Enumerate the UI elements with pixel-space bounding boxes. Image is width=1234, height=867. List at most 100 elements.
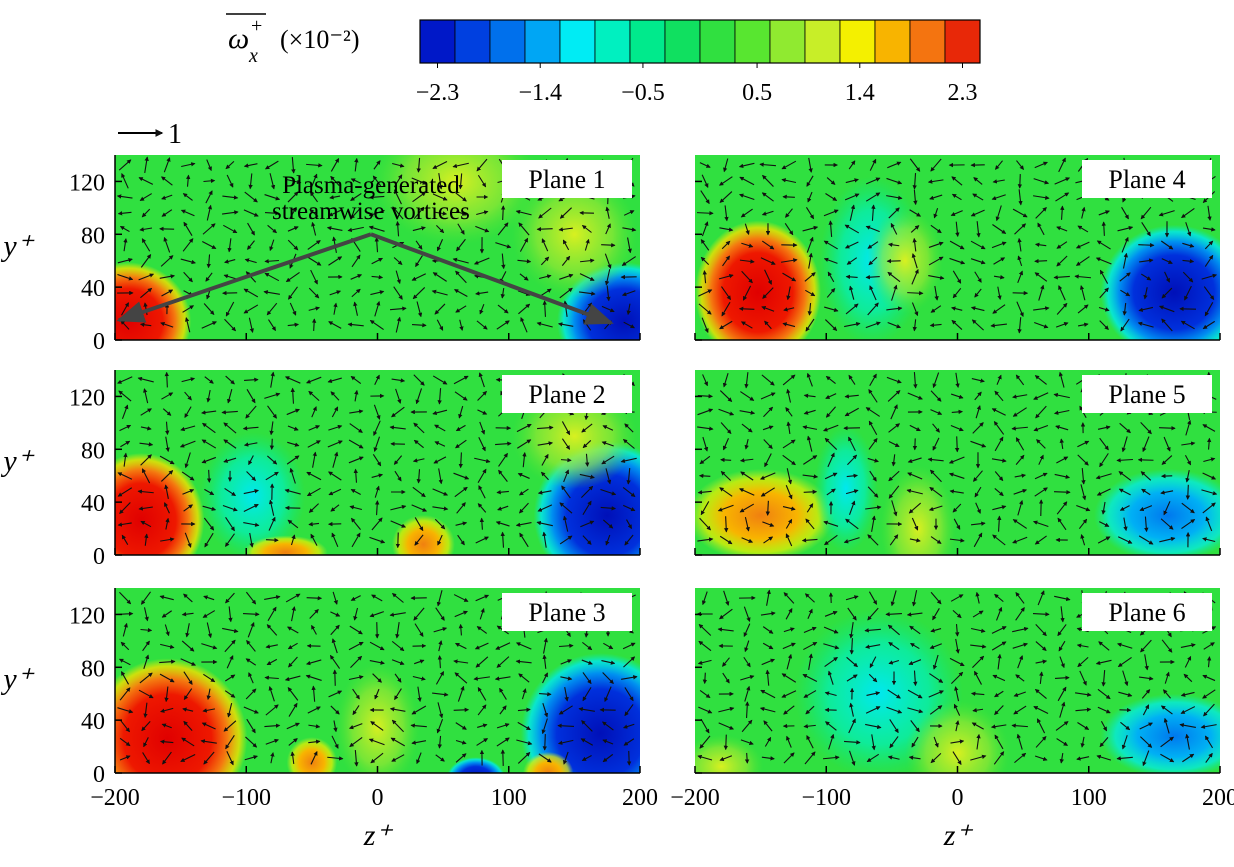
velocity-vector: [456, 502, 466, 514]
velocity-vector: [624, 423, 634, 433]
velocity-vector: [602, 672, 614, 684]
velocity-vector: [119, 225, 130, 233]
x-tick-label: 0: [952, 785, 964, 811]
velocity-vector: [137, 376, 154, 383]
velocity-vector: [223, 457, 237, 463]
velocity-vector: [350, 274, 363, 280]
velocity-vector: [500, 205, 506, 221]
velocity-vector: [265, 704, 279, 716]
velocity-vector: [165, 436, 170, 453]
velocity-vector: [559, 502, 573, 514]
velocity-vector: [348, 641, 364, 651]
velocity-vector: [517, 473, 530, 479]
x-tick-label: 100: [1071, 785, 1107, 811]
velocity-vector: [350, 595, 361, 601]
colorbar-tick-label: 2.3: [948, 80, 978, 106]
velocity-vector: [394, 688, 402, 701]
velocity-vector: [518, 673, 530, 683]
velocity-vector: [308, 390, 320, 402]
velocity-vector: [119, 502, 131, 515]
velocity-vector: [372, 453, 382, 467]
velocity-vector: [138, 273, 155, 281]
velocity-vector: [1034, 258, 1048, 264]
velocity-vector: [394, 189, 402, 205]
panel-title: Plane 4: [1108, 165, 1185, 194]
velocity-vector: [354, 389, 359, 402]
velocity-vector: [309, 191, 319, 203]
velocity-vector: [393, 286, 403, 300]
velocity-vector: [330, 175, 340, 186]
velocity-vector: [719, 320, 733, 330]
velocity-vector: [286, 722, 300, 730]
velocity-vector: [371, 274, 384, 280]
velocity-vector: [699, 162, 711, 168]
velocity-vector: [720, 457, 732, 463]
velocity-vector: [479, 303, 485, 315]
velocity-vector: [202, 505, 217, 511]
velocity-vector: [541, 238, 549, 252]
velocity-vector: [473, 676, 490, 681]
velocity-vector: [243, 504, 259, 512]
velocity-vector: [390, 737, 406, 747]
velocity-vector: [140, 627, 153, 633]
velocity-vector: [330, 391, 340, 401]
velocity-vector: [477, 686, 487, 701]
velocity-vector: [434, 303, 446, 315]
velocity-vector: [391, 659, 405, 666]
velocity-vector: [454, 642, 467, 650]
velocity-vector: [332, 669, 338, 686]
velocity-vector: [392, 162, 405, 168]
velocity-vector: [120, 641, 130, 651]
velocity-vector: [560, 676, 573, 681]
velocity-vector: [391, 754, 405, 762]
velocity-vector: [374, 374, 380, 385]
velocity-vector: [311, 685, 316, 702]
velocity-vector: [351, 288, 361, 298]
velocity-vector: [624, 534, 634, 546]
panel: Plane 4: [694, 155, 1221, 341]
colorbar-swatch: [909, 19, 946, 64]
velocity-vector: [227, 702, 233, 718]
velocity-vector: [182, 489, 195, 495]
velocity-vector: [162, 751, 172, 765]
velocity-vector: [455, 722, 467, 730]
velocity-vector: [159, 595, 174, 601]
velocity-vector: [579, 473, 595, 479]
velocity-vector: [310, 533, 318, 546]
velocity-vector: [369, 320, 384, 330]
velocity-vector: [496, 320, 510, 330]
velocity-vector: [497, 505, 509, 511]
velocity-vector: [350, 193, 362, 201]
velocity-vector: [306, 659, 322, 666]
velocity-vector: [264, 392, 281, 399]
velocity-vector: [458, 405, 464, 419]
velocity-vector: [579, 273, 595, 281]
velocity-vector: [395, 388, 402, 404]
velocity-vector: [538, 753, 552, 763]
velocity-vector: [203, 517, 215, 531]
velocity-vector: [245, 591, 257, 605]
velocity-vector: [476, 158, 488, 172]
velocity-vector: [412, 191, 427, 203]
velocity-vector: [537, 425, 554, 430]
velocity-vector: [267, 405, 277, 419]
y-tick-label: 40: [81, 276, 105, 302]
velocity-vector: [584, 238, 590, 251]
velocity-vector: [180, 258, 196, 265]
velocity-vector: [247, 222, 255, 236]
colorbar-swatch: [804, 19, 841, 64]
velocity-vector: [622, 227, 637, 232]
velocity-vector: [121, 404, 129, 419]
velocity-vector: [289, 207, 297, 219]
velocity-vector: [182, 305, 195, 313]
velocity-vector: [518, 222, 530, 236]
velocity-vector: [311, 318, 317, 331]
vortex-region: [335, 663, 420, 773]
velocity-vector: [368, 738, 385, 746]
velocity-vector: [455, 192, 467, 202]
y-tick-label: 40: [81, 709, 105, 735]
velocity-vector: [347, 322, 364, 327]
velocity-vector: [223, 720, 237, 732]
velocity-vector: [160, 537, 175, 542]
velocity-vector: [536, 321, 553, 328]
